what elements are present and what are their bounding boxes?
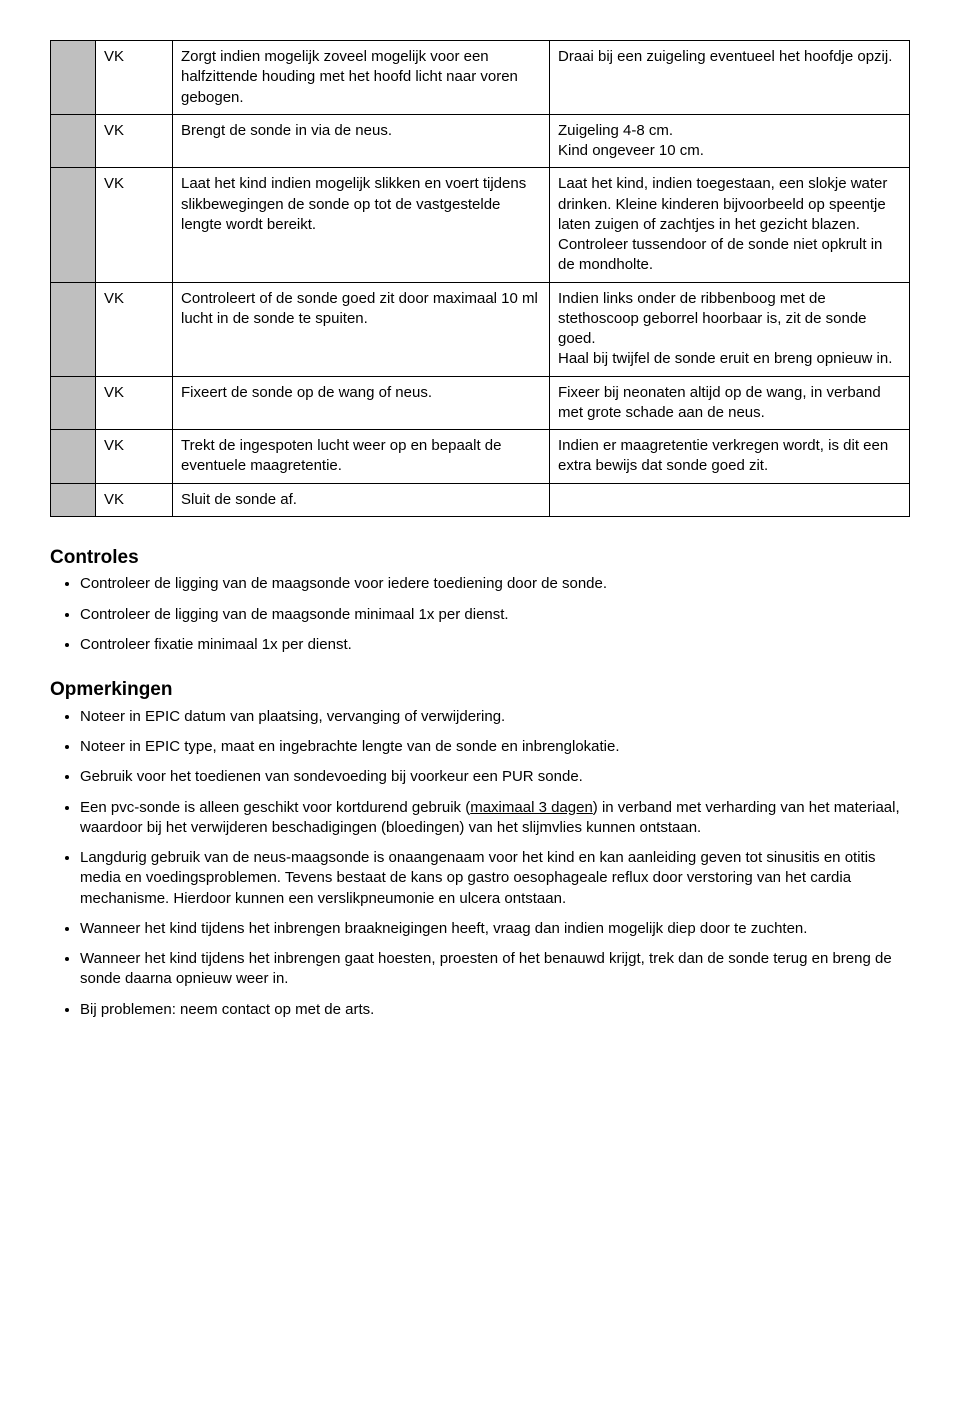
note-cell: Laat het kind, indien toegestaan, een sl… [550, 168, 910, 282]
note-cell: Fixeer bij neonaten altijd op de wang, i… [550, 376, 910, 430]
role-cell: VK [96, 41, 173, 115]
note-cell: Draai bij een zuigeling eventueel het ho… [550, 41, 910, 115]
role-cell: VK [96, 282, 173, 376]
shade-cell [51, 282, 96, 376]
procedure-table: VKZorgt indien mogelijk zoveel mogelijk … [50, 40, 910, 517]
shade-cell [51, 114, 96, 168]
list-item: Controleer fixatie minimaal 1x per diens… [80, 635, 910, 655]
note-cell: Indien er maagretentie verkregen wordt, … [550, 430, 910, 484]
table-row: VKLaat het kind indien mogelijk slikken … [51, 168, 910, 282]
action-cell: Fixeert de sonde op de wang of neus. [173, 376, 550, 430]
action-cell: Zorgt indien mogelijk zoveel mogelijk vo… [173, 41, 550, 115]
list-item: Wanneer het kind tijdens het inbrengen b… [80, 919, 910, 939]
list-item: Controleer de ligging van de maagsonde m… [80, 605, 910, 625]
controles-heading: Controles [50, 545, 910, 571]
action-cell: Sluit de sonde af. [173, 483, 550, 516]
action-cell: Laat het kind indien mogelijk slikken en… [173, 168, 550, 282]
note-cell: Indien links onder de ribbenboog met de … [550, 282, 910, 376]
role-cell: VK [96, 483, 173, 516]
action-cell: Brengt de sonde in via de neus. [173, 114, 550, 168]
list-item: Controleer de ligging van de maagsonde v… [80, 574, 910, 594]
table-row: VKZorgt indien mogelijk zoveel mogelijk … [51, 41, 910, 115]
role-cell: VK [96, 376, 173, 430]
note-cell [550, 483, 910, 516]
action-cell: Trekt de ingespoten lucht weer op en bep… [173, 430, 550, 484]
table-row: VKBrengt de sonde in via de neus.Zuigeli… [51, 114, 910, 168]
shade-cell [51, 168, 96, 282]
shade-cell [51, 376, 96, 430]
underline-span: maximaal 3 dagen [470, 799, 593, 816]
opmerkingen-list: Noteer in EPIC datum van plaatsing, verv… [50, 707, 910, 1020]
list-item: Wanneer het kind tijdens het inbrengen g… [80, 949, 910, 990]
list-item: Noteer in EPIC datum van plaatsing, verv… [80, 707, 910, 727]
list-item: Noteer in EPIC type, maat en ingebrachte… [80, 737, 910, 757]
opmerkingen-heading: Opmerkingen [50, 677, 910, 703]
role-cell: VK [96, 168, 173, 282]
list-item: Gebruik voor het toedienen van sondevoed… [80, 767, 910, 787]
note-cell: Zuigeling 4-8 cm. Kind ongeveer 10 cm. [550, 114, 910, 168]
controles-list: Controleer de ligging van de maagsonde v… [50, 574, 910, 655]
shade-cell [51, 41, 96, 115]
shade-cell [51, 430, 96, 484]
table-row: VKSluit de sonde af. [51, 483, 910, 516]
list-item: Langdurig gebruik van de neus-maagsonde … [80, 848, 910, 909]
text-span: Een pvc-sonde is alleen geschikt voor ko… [80, 799, 470, 816]
list-item: Een pvc-sonde is alleen geschikt voor ko… [80, 798, 910, 839]
role-cell: VK [96, 430, 173, 484]
list-item: Bij problemen: neem contact op met de ar… [80, 1000, 910, 1020]
table-row: VKControleert of de sonde goed zit door … [51, 282, 910, 376]
shade-cell [51, 483, 96, 516]
table-row: VKFixeert de sonde op de wang of neus.Fi… [51, 376, 910, 430]
table-row: VKTrekt de ingespoten lucht weer op en b… [51, 430, 910, 484]
action-cell: Controleert of de sonde goed zit door ma… [173, 282, 550, 376]
role-cell: VK [96, 114, 173, 168]
